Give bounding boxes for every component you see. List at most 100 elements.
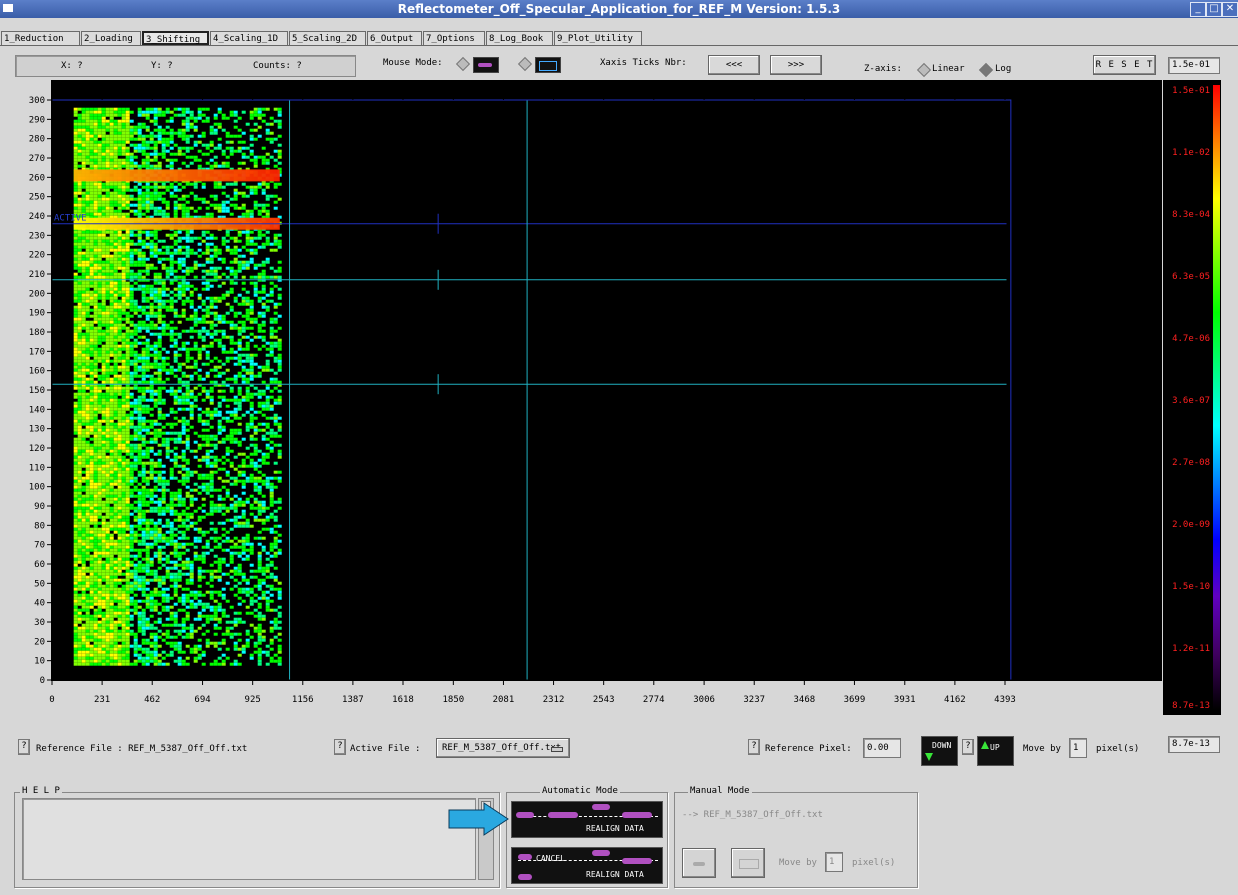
heatmap-cell (93, 392, 98, 396)
ticks-decrease-button[interactable]: <<< (708, 55, 760, 75)
tab-scaling-2d[interactable]: 5_Scaling_2D (289, 31, 366, 45)
heatmap-cell (105, 386, 110, 390)
heatmap-cell (97, 317, 102, 321)
mouse-mode-radio-2[interactable] (517, 56, 533, 72)
heatmap-cell (77, 548, 82, 552)
heatmap-cell (145, 185, 150, 189)
heatmap-cell (133, 428, 138, 432)
heatmap-cell (101, 185, 106, 189)
heatmap-cell (101, 164, 106, 168)
heatmap-cell (73, 125, 78, 129)
heatmap-cell (157, 332, 162, 336)
heatmap-cell (121, 185, 126, 189)
mouse-mode-select-icon[interactable] (473, 57, 499, 73)
heatmap-cell (217, 284, 222, 288)
heatmap-cell (245, 299, 250, 303)
heatmap-cell (97, 287, 102, 291)
heatmap-cell (81, 464, 86, 468)
heatmap-cell (77, 185, 82, 189)
heatmap-cell (237, 440, 242, 444)
heatmap-cell (113, 233, 118, 237)
heatmap-cell (161, 149, 166, 153)
minimize-button[interactable]: _ (1190, 2, 1206, 17)
heatmap-cell (153, 233, 158, 237)
heatmap-cell (93, 497, 98, 501)
heatmap-cell (129, 410, 134, 414)
heatmap-cell (273, 476, 278, 480)
heatmap-cell (85, 407, 90, 411)
heatmap-cell (261, 203, 266, 207)
reset-button[interactable]: R E S E T (1093, 55, 1156, 75)
heatmap-cell (205, 305, 210, 309)
heatmap-cell (169, 260, 174, 264)
heatmap-cell (109, 554, 114, 558)
heatmap-cell (177, 251, 182, 255)
heatmap-cell (153, 362, 158, 366)
heatmap-cell (245, 542, 250, 546)
heatmap-cell (161, 386, 166, 390)
heatmap-cell (113, 500, 118, 504)
heatmap-cell (101, 425, 106, 429)
heatmap-cell (157, 497, 162, 501)
heatmap-cell (157, 197, 162, 201)
zmax-input[interactable]: 1.5e-01 (1168, 57, 1220, 74)
zaxis-log-radio[interactable] (978, 62, 994, 78)
heatmap-cell (141, 275, 146, 279)
heatmap-cell (173, 206, 178, 210)
heatmap-cell (273, 269, 278, 273)
heatmap-cell (113, 242, 118, 246)
heatmap-cell (253, 248, 258, 252)
tab-plot-utility[interactable]: 9_Plot_Utility (554, 31, 642, 45)
heatmap-cell (245, 317, 250, 321)
window-menu-icon[interactable] (3, 4, 13, 12)
heatmap-cell (125, 434, 130, 438)
heatmap-cell (73, 374, 78, 378)
heatmap-cell (109, 380, 114, 384)
heatmap-cell (201, 239, 206, 243)
heatmap-cell (273, 485, 278, 489)
heatmap-cell (73, 392, 78, 396)
heatmap-cell (89, 443, 94, 447)
heatmap-cell (81, 287, 86, 291)
close-button[interactable]: ✕ (1222, 2, 1238, 17)
heatmap-cell (253, 263, 258, 267)
mouse-mode-zoom-icon[interactable] (535, 57, 561, 73)
maximize-button[interactable]: □ (1206, 2, 1222, 17)
heatmap-cell (193, 314, 198, 318)
heatmap-cell (173, 527, 178, 531)
heatmap-plot[interactable]: ACTIVE 0 10 20 30 40 50 60 70 80 90 100 110 120 130 140… (15, 80, 1162, 716)
heatmap-cell (153, 146, 158, 150)
heatmap-cell (125, 371, 130, 375)
heatmap-cell (125, 368, 130, 372)
heatmap-cell (221, 209, 226, 213)
heatmap-cell (149, 194, 154, 198)
heatmap-cell (161, 305, 166, 309)
tab-reduction[interactable]: 1_Reduction (1, 31, 80, 45)
heatmap-cell (105, 350, 110, 354)
heatmap-cell (101, 437, 106, 441)
heatmap-cell (217, 209, 222, 213)
tab-loading[interactable]: 2_Loading (81, 31, 141, 45)
tab-scaling-1d[interactable]: 4_Scaling_1D (210, 31, 288, 45)
heatmap-cell (73, 338, 78, 342)
heatmap-cell (97, 548, 102, 552)
heatmap-cell (221, 461, 226, 465)
heatmap-cell (105, 443, 110, 447)
heatmap-cell (73, 509, 78, 513)
heatmap-cell (209, 212, 214, 216)
heatmap-cell (185, 506, 190, 510)
tab-output[interactable]: 6_Output (367, 31, 422, 45)
heatmap-cell (245, 242, 250, 246)
ticks-increase-button[interactable]: >>> (770, 55, 822, 75)
heatmap-svg[interactable]: ACTIVE0102030405060708090100110120130140… (15, 80, 1162, 716)
heatmap-cell (145, 110, 150, 114)
tab-shifting[interactable]: 3_Shifting (142, 31, 209, 45)
heatmap-cell (145, 146, 150, 150)
tab-options[interactable]: 7_Options (423, 31, 485, 45)
zaxis-linear-radio[interactable] (916, 62, 932, 78)
mouse-mode-radio-1[interactable] (455, 56, 471, 72)
tab-log-book[interactable]: 8_Log_Book (486, 31, 553, 45)
heatmap-cell (253, 353, 258, 357)
heatmap-cell (105, 554, 110, 558)
heatmap-cell (105, 182, 110, 186)
